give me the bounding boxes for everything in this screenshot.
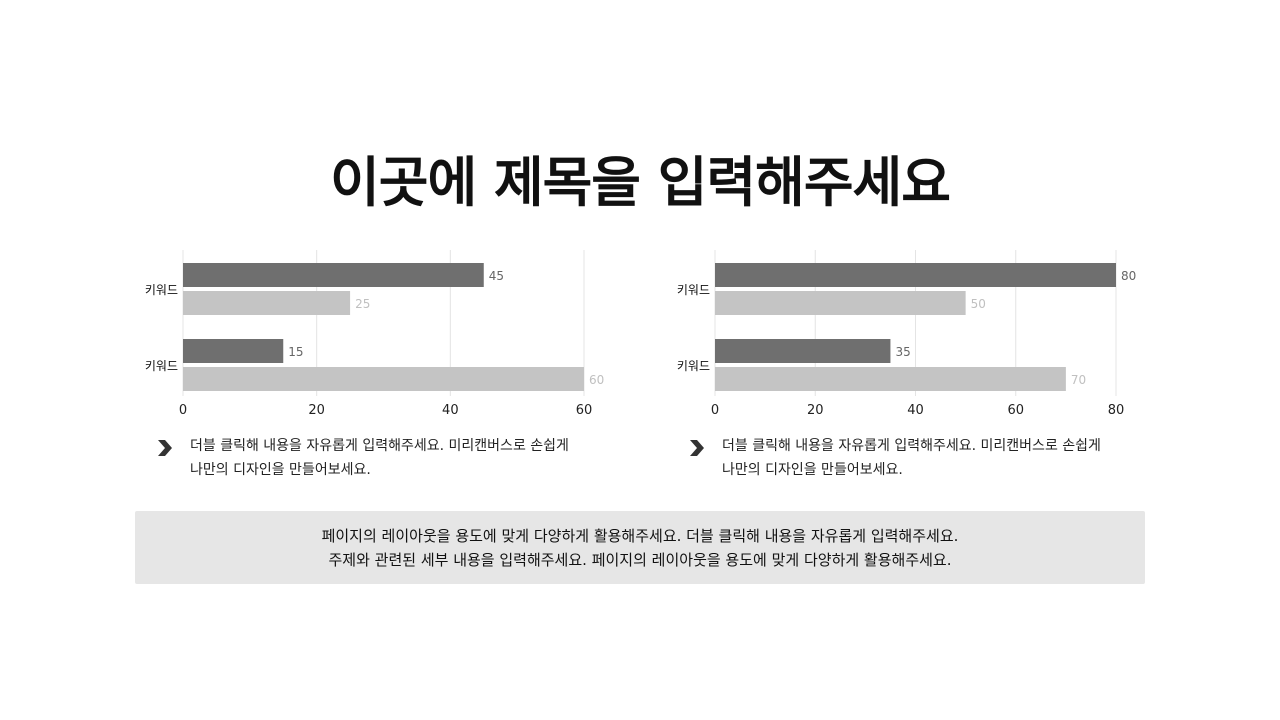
data-label: 60	[589, 373, 604, 387]
chart-svg: 0 20 40 60 80 키워드 80 50 키워드 35 70	[677, 250, 1136, 418]
x-tick-label: 80	[1108, 403, 1125, 418]
page-title: 이곳에 제목을 입력해주세요	[330, 151, 951, 214]
bullet-paragraph: 더블 클릭해 내용을 자유롭게 입력해주세요. 미리캔버스로 손쉽게 나만의 디…	[190, 434, 620, 482]
note-line: 주제와 관련된 세부 내용을 입력해주세요. 페이지의 레이아웃을 용도에 맞게…	[328, 550, 952, 569]
data-label: 45	[489, 269, 504, 283]
category-label: 키워드	[677, 283, 710, 297]
data-label: 80	[1121, 269, 1136, 283]
chevron-right-icon	[158, 440, 172, 456]
x-tick-label: 0	[711, 403, 719, 418]
bar	[183, 291, 351, 315]
bar	[715, 263, 1116, 287]
category-label: 키워드	[677, 359, 710, 373]
bullet-line: 나만의 디자인을 만들어보세요.	[190, 462, 371, 478]
x-tick-label: 40	[442, 403, 459, 418]
bar	[183, 339, 284, 363]
bullet-paragraph: 더블 클릭해 내용을 자유롭게 입력해주세요. 미리캔버스로 손쉽게 나만의 디…	[722, 434, 1152, 482]
bullet-line: 더블 클릭해 내용을 자유롭게 입력해주세요. 미리캔버스로 손쉽게	[722, 438, 1101, 454]
x-tick-label: 60	[576, 403, 593, 418]
bar	[715, 367, 1066, 391]
x-tick-label: 20	[308, 403, 325, 418]
chevron-right-icon	[690, 440, 704, 456]
x-tick-label: 0	[179, 403, 187, 418]
category-label: 키워드	[145, 283, 178, 297]
bullet-line: 더블 클릭해 내용을 자유롭게 입력해주세요. 미리캔버스로 손쉽게	[190, 438, 569, 454]
bar	[183, 367, 584, 391]
bar-chart-left: 0 20 40 60 키워드 45 25 키워드 15 60	[130, 244, 604, 424]
data-label: 70	[1071, 373, 1086, 387]
x-tick-label: 20	[807, 403, 824, 418]
summary-note-box: 페이지의 레이아웃을 용도에 맞게 다양하게 활용해주세요. 더블 클릭해 내용…	[135, 511, 1145, 584]
data-label: 15	[288, 345, 303, 359]
bullet-line: 나만의 디자인을 만들어보세요.	[722, 462, 903, 478]
chart-svg: 0 20 40 60 키워드 45 25 키워드 15 60	[145, 250, 604, 418]
category-label: 키워드	[145, 359, 178, 373]
data-label: 35	[895, 345, 910, 359]
data-label: 50	[971, 297, 986, 311]
x-tick-label: 60	[1007, 403, 1024, 418]
bar	[715, 291, 966, 315]
note-line: 페이지의 레이아웃을 용도에 맞게 다양하게 활용해주세요. 더블 클릭해 내용…	[321, 526, 959, 545]
bar	[715, 339, 891, 363]
bar-chart-right: 0 20 40 60 80 키워드 80 50 키워드 35 70	[662, 244, 1136, 424]
bar	[183, 263, 484, 287]
x-tick-label: 40	[907, 403, 924, 418]
data-label: 25	[355, 297, 370, 311]
